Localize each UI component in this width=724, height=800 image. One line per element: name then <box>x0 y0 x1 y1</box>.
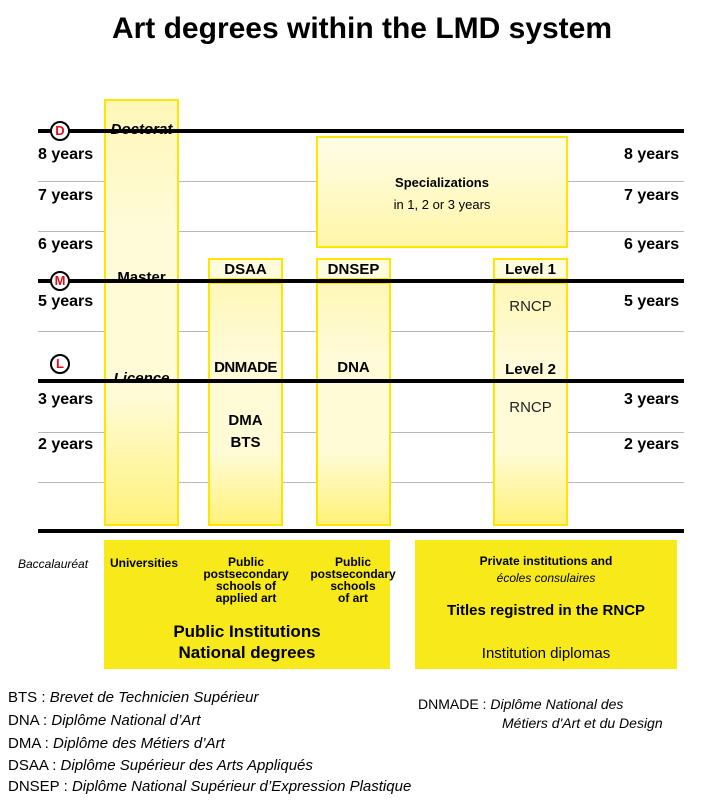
glossary-def: Diplôme National d’Art <box>51 712 201 729</box>
baccalaureat-line <box>38 529 684 533</box>
national-degrees-label: National degrees <box>178 643 316 662</box>
art-line: schools <box>330 579 376 593</box>
dma-label: DMA <box>228 412 263 429</box>
glossary-sep: : <box>37 689 50 706</box>
art-school-column <box>316 282 391 526</box>
glossary-sep: : <box>38 712 52 729</box>
glossary-dnsep: DNSEP : Diplôme National Supérieur d’Exp… <box>8 777 411 797</box>
university-column <box>104 99 179 526</box>
dnsep-label: DNSEP <box>327 261 380 278</box>
glossary-sep: : <box>48 757 61 774</box>
year-label-left: 5 years <box>38 293 94 310</box>
dsaa-label: DSAA <box>224 261 267 278</box>
doctorat-badge: D <box>50 121 70 141</box>
glossary-sep: : <box>40 735 54 752</box>
licence-label: Licence <box>113 370 170 387</box>
glossary-dnmade: DNMADE : Diplôme National des <box>418 694 623 714</box>
year-label-right: 3 years <box>624 391 680 408</box>
master-label: Master <box>117 269 166 286</box>
licence-line <box>38 379 684 383</box>
level1-label: Level 1 <box>505 261 556 278</box>
glossary-def: Diplôme National Supérieur d’Expression … <box>71 778 412 795</box>
glossary-def: Diplôme National des <box>490 696 624 712</box>
year-label-right: 8 years <box>624 146 680 163</box>
private-institutions-label: Private institutions and <box>479 554 613 568</box>
applied-art-column <box>208 282 283 526</box>
year-label-left: 7 years <box>38 187 94 204</box>
level2-label: Level 2 <box>505 361 556 378</box>
year-label-left: 6 years <box>38 236 94 253</box>
glossary-abbr: DNMADE <box>418 696 479 712</box>
art-line: of art <box>338 591 368 605</box>
ecoles-consulaires-label: écoles consulaires <box>496 571 596 585</box>
art-schools-label: Public postsecondary schools of art <box>303 556 403 604</box>
glossary-abbr: DSAA <box>8 757 49 774</box>
private-institutions-box <box>415 540 677 669</box>
page-title: Art degrees within the LMD system <box>111 12 613 45</box>
glossary-def: Diplôme des Métiers d’Art <box>53 735 225 752</box>
doctorat-label: Doctorat <box>110 121 173 138</box>
year-label-right: 2 years <box>624 436 680 453</box>
glossary-abbr: DMA <box>8 735 41 752</box>
specializations-title: Specializations <box>395 175 489 190</box>
bts-label: BTS <box>230 434 261 451</box>
dnmade-label: DNMADE <box>214 359 277 376</box>
year-label-left: 3 years <box>38 391 94 408</box>
specializations-box <box>316 136 568 248</box>
glossary-dnmade-cont: Métiers d'Art et du Design <box>502 713 663 733</box>
specializations-subtitle: in 1, 2 or 3 years <box>393 197 491 212</box>
public-institutions-label: Public Institutions <box>173 622 321 641</box>
applied-line: applied art <box>215 591 277 605</box>
private-column <box>493 282 568 526</box>
doctorat-line <box>38 129 684 133</box>
applied-line: schools of <box>215 579 276 593</box>
art-line: Public <box>334 555 371 569</box>
glossary-sep: : <box>59 778 72 795</box>
art-line: postsecondary <box>310 567 396 581</box>
applied-line: postsecondary <box>203 567 289 581</box>
rncp-level1-label: RNCP <box>509 298 552 315</box>
glossary-def: Brevet de Technicien Supérieur <box>49 689 259 706</box>
dna-label: DNA <box>337 359 370 376</box>
licence-badge: L <box>50 354 70 374</box>
rncp-titles-label: Titles registred in the RNCP <box>446 602 646 619</box>
glossary-def: Diplôme Supérieur des Arts Appliqués <box>60 757 313 774</box>
year-label-right: 5 years <box>624 293 680 310</box>
applied-line: Public <box>227 555 264 569</box>
rncp-level2-label: RNCP <box>509 399 552 416</box>
public-institutions-box <box>104 540 390 669</box>
year-label-right: 6 years <box>624 236 680 253</box>
glossary-dsaa: DSAA : Diplôme Supérieur des Arts Appliq… <box>8 756 313 776</box>
glossary-sep: : <box>478 696 491 712</box>
master-badge: M <box>50 271 70 291</box>
glossary-abbr: DNSEP <box>8 778 60 795</box>
applied-art-schools-label: Public postsecondary schools of applied … <box>200 556 292 604</box>
glossary-abbr: BTS <box>8 689 38 706</box>
institution-diplomas-label: Institution diplomas <box>481 645 611 662</box>
master-line <box>38 279 684 283</box>
glossary-abbr: DNA <box>8 712 39 729</box>
glossary-bts: BTS : Brevet de Technicien Supérieur <box>8 688 258 708</box>
year-label-right: 7 years <box>624 187 680 204</box>
glossary-def: Métiers d'Art et du Design <box>502 715 663 731</box>
year-label-left: 8 years <box>38 146 94 163</box>
glossary-dna: DNA : Diplôme National d’Art <box>8 711 201 731</box>
year-label-left: 2 years <box>38 436 94 453</box>
universities-label: Universities <box>109 556 179 570</box>
glossary-dma: DMA : Diplôme des Métiers d’Art <box>8 734 225 754</box>
baccalaureat-label: Baccalauréat <box>18 557 89 571</box>
